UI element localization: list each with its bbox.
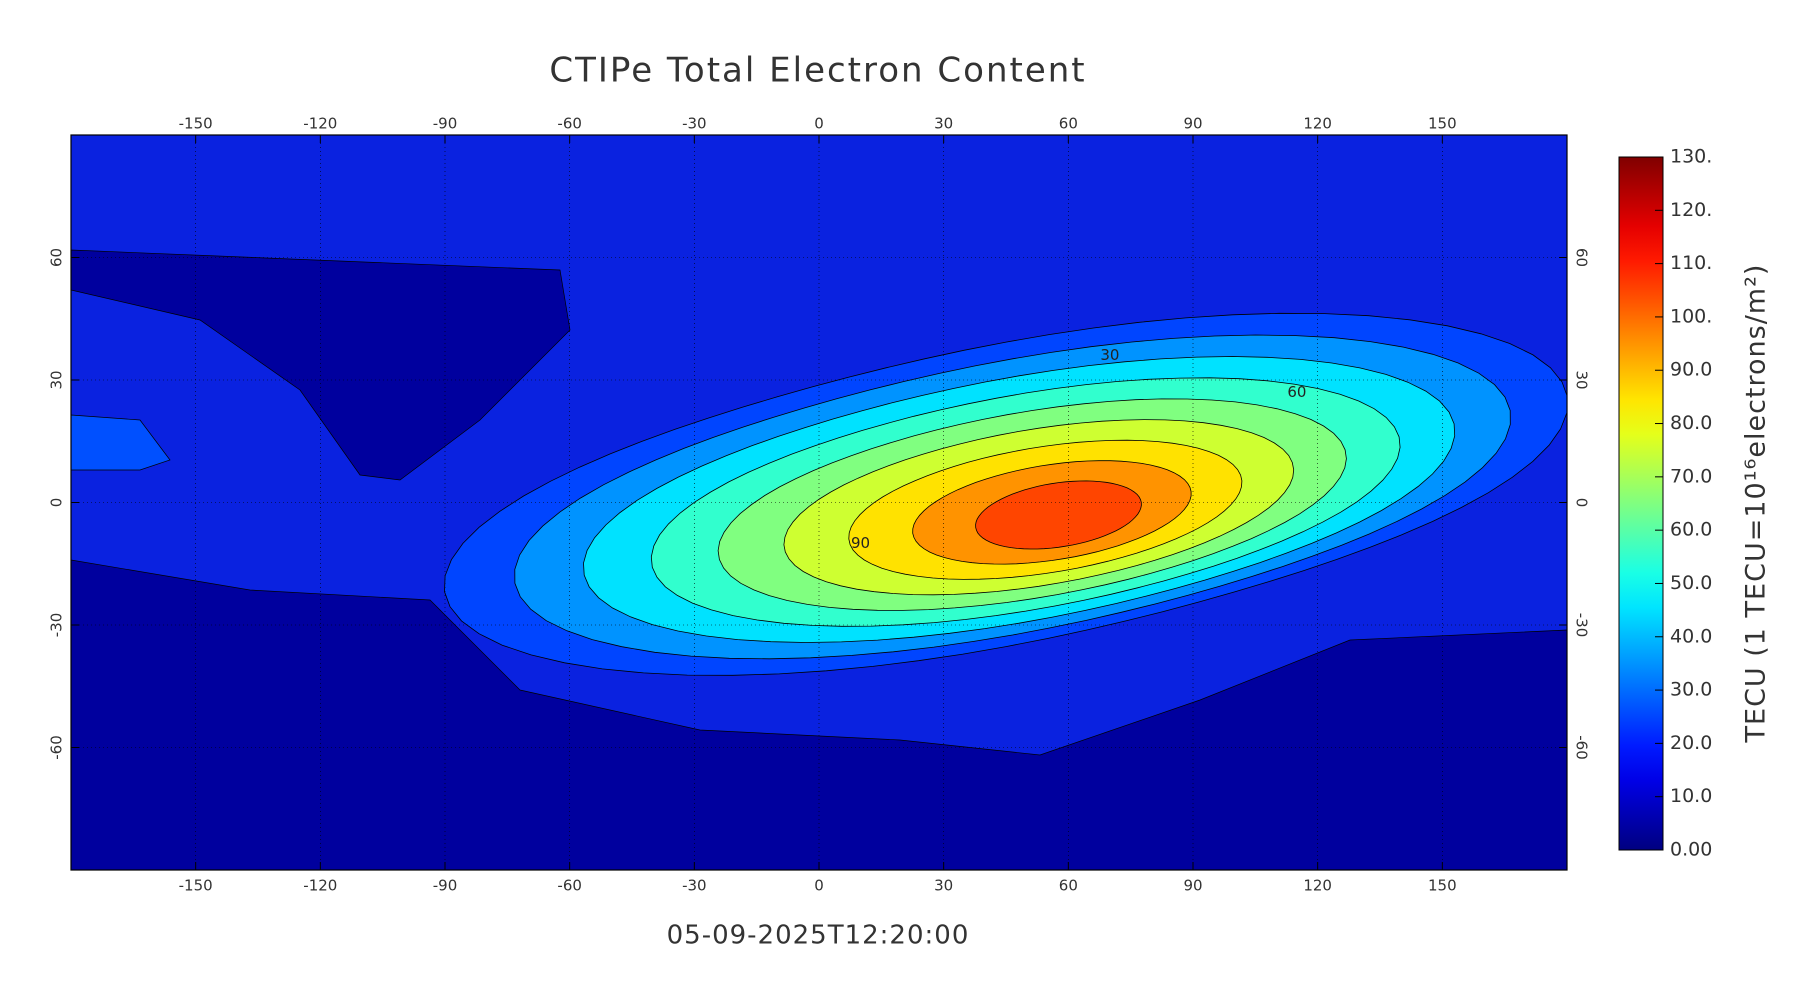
map-title: CTIPe Total Electron Content <box>549 51 1086 91</box>
colorbar-tick-label: 70.0 <box>1670 465 1712 487</box>
contour-label: 60 <box>1287 383 1306 401</box>
x-tick-label: -120 <box>303 877 337 895</box>
colorbar-tick-label: 50.0 <box>1670 572 1712 594</box>
x-tick-label: 90 <box>1183 115 1202 133</box>
colorbar-tick-label: 90.0 <box>1670 359 1712 381</box>
contour-region <box>71 414 171 471</box>
y-tick-label: 0 <box>48 498 66 508</box>
x-tick-label: 30 <box>934 877 953 895</box>
y-tick-label: -30 <box>1573 613 1591 638</box>
timestamp: 05-09-2025T12:20:00 <box>667 921 970 951</box>
contour-label: 90 <box>851 534 870 552</box>
x-tick-label: -60 <box>557 115 582 133</box>
x-tick-label: 120 <box>1303 877 1332 895</box>
grid <box>71 135 1567 870</box>
colorbar-tick-label: 0.00 <box>1670 839 1712 861</box>
x-tick-label: -30 <box>682 877 707 895</box>
x-tick-label: 0 <box>814 877 824 895</box>
y-tick-label: 0 <box>1573 498 1591 508</box>
x-tick-label: -90 <box>433 877 458 895</box>
x-tick-label: 0 <box>814 115 824 133</box>
y-tick-label: -60 <box>1573 735 1591 760</box>
colorbar <box>1618 156 1664 851</box>
x-tick-label: 60 <box>1059 877 1078 895</box>
x-tick-label: -60 <box>557 877 582 895</box>
x-tick-label: -150 <box>179 115 213 133</box>
x-tick-label: -120 <box>303 115 337 133</box>
y-tick-label: 30 <box>48 370 66 389</box>
contours: 30 60 90 <box>444 312 1567 676</box>
x-tick-label: -90 <box>433 115 458 133</box>
colorbar-tick-label: 100. <box>1670 305 1712 327</box>
colorbar-tick-label: 30.0 <box>1670 679 1712 701</box>
colorbar-tick-label: 110. <box>1670 252 1712 274</box>
plot-area: 30 60 90 <box>71 135 1567 870</box>
colorbar-tick-label: 10.0 <box>1670 785 1712 807</box>
y-tick-label: -60 <box>48 735 66 760</box>
x-tick-label: -150 <box>179 877 213 895</box>
contour-region <box>975 480 1142 550</box>
colorbar-tick-label: 40.0 <box>1670 625 1712 647</box>
y-tick-label: -30 <box>48 613 66 638</box>
x-tick-label: 60 <box>1059 115 1078 133</box>
colorbar-tick-label: 120. <box>1670 199 1712 221</box>
y-tick-label: 60 <box>48 248 66 267</box>
colorbar-tick-label: 20.0 <box>1670 732 1712 754</box>
y-tick-label: 30 <box>1573 370 1591 389</box>
colorbar-tick-label: 130. <box>1670 146 1712 168</box>
low-region <box>71 559 1567 870</box>
x-tick-label: -30 <box>682 115 707 133</box>
y-tick-label: 60 <box>1573 248 1591 267</box>
x-tick-label: 30 <box>934 115 953 133</box>
x-tick-label: 120 <box>1303 115 1332 133</box>
colorbar-tick-label: 80.0 <box>1670 412 1712 434</box>
colorbar-tick-label: 60.0 <box>1670 519 1712 541</box>
contour-label: 30 <box>1100 346 1119 364</box>
x-tick-label: 90 <box>1183 877 1202 895</box>
x-tick-label: 150 <box>1428 877 1457 895</box>
colorbar-label: TECU (1 TECU=10¹⁶electrons/m²) <box>1741 264 1772 744</box>
x-tick-label: 150 <box>1428 115 1457 133</box>
